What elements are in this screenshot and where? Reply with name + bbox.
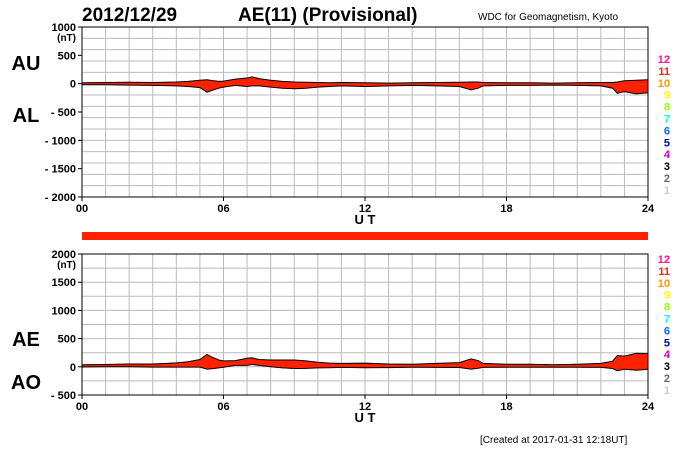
x-tick-label: 06 [217, 203, 229, 215]
y-tick-label: 1500 [52, 277, 76, 289]
y-tick-label: - 2000 [45, 192, 76, 204]
station-count-12: 12 [658, 54, 670, 66]
y-tick-label: - 1000 [45, 135, 76, 147]
station-count-5: 5 [664, 137, 670, 149]
station-count-2: 2 [664, 373, 670, 385]
y-tick-label: 1000 [52, 22, 76, 34]
series-label-ao: AO [11, 372, 41, 394]
series-line-ao [81, 363, 649, 372]
station-count-8: 8 [664, 302, 670, 314]
x-tick-label: 00 [76, 401, 88, 413]
y-tick-label: - 500 [51, 390, 76, 402]
series-label-au: AU [12, 53, 41, 75]
y-tick-label: - 500 [51, 107, 76, 119]
x-tick-label: 18 [500, 203, 512, 215]
station-count-11: 11 [658, 266, 670, 278]
series-label-al: AL [13, 105, 40, 127]
x-tick-label: 06 [217, 401, 229, 413]
station-count-3: 3 [664, 361, 670, 373]
range-fill [82, 353, 648, 371]
series-line-al [82, 84, 649, 95]
station-count-6: 6 [664, 325, 670, 337]
plot-date: 2012/12/29 [82, 5, 177, 26]
station-count-4: 4 [664, 149, 671, 161]
y-tick-label: 0 [70, 362, 76, 374]
y-tick-label: 2000 [52, 249, 76, 261]
y-tick-label: - 1500 [45, 164, 76, 176]
x-tick-label: 12 [359, 203, 371, 215]
x-tick-label: 24 [642, 203, 655, 215]
plot-title: AE(11) (Provisional) [238, 5, 418, 26]
station-count-9: 9 [664, 90, 670, 102]
station-count-2: 2 [664, 173, 670, 185]
x-axis-label: U T [355, 212, 376, 227]
y-unit-label: (nT) [57, 33, 76, 44]
x-tick-label: 00 [76, 203, 88, 215]
separator-bar [82, 232, 648, 240]
station-count-7: 7 [664, 314, 670, 326]
y-tick-label: 1000 [52, 305, 76, 317]
y-tick-label: 500 [58, 334, 76, 346]
station-count-10: 10 [658, 278, 670, 290]
station-count-1: 1 [664, 385, 670, 397]
x-tick-label: 24 [642, 401, 655, 413]
station-count-8: 8 [664, 102, 670, 114]
created-timestamp: [Created at 2017-01-31 12:18UT] [480, 435, 628, 446]
series-line-au [81, 76, 649, 84]
x-tick-label: 18 [500, 401, 512, 413]
ae-ao-panel: 2000 1500 1000 500 0 - 500 (nT) 00 06 12 18 24 U T AE… [11, 249, 655, 425]
station-count-12: 12 [658, 254, 670, 266]
x-axis-label: U T [355, 410, 376, 425]
station-count-1: 1 [664, 185, 670, 197]
station-count-4: 4 [664, 349, 671, 361]
series-line-ae [81, 352, 649, 366]
station-count-5: 5 [664, 337, 670, 349]
station-count-7: 7 [664, 114, 670, 126]
series-label-ae: AE [12, 329, 40, 351]
station-count-6: 6 [664, 125, 670, 137]
y-unit-label: (nT) [57, 260, 76, 271]
station-count-11: 11 [658, 66, 670, 78]
station-count-3: 3 [664, 161, 670, 173]
credit-label: WDC for Geomagnetism, Kyoto [478, 12, 618, 23]
y-tick-label: 0 [70, 79, 76, 91]
station-count-9: 9 [664, 290, 670, 302]
x-tick-label: 12 [359, 401, 371, 413]
y-tick-label: 500 [58, 50, 76, 62]
station-count-10: 10 [658, 78, 670, 90]
au-al-panel: 1000 500 0 - 500 - 1000 - 1500 - 2000 (nT) 00 06 1… [12, 22, 655, 227]
